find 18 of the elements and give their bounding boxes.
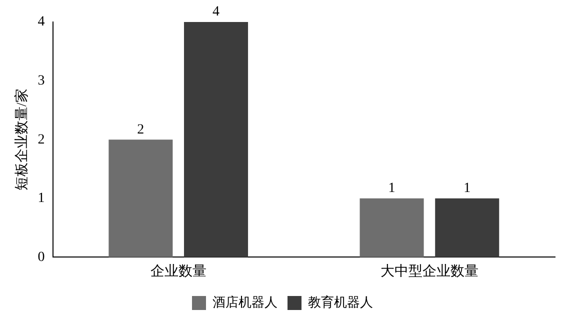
x-tick-label: 大中型企业数量: [380, 263, 478, 280]
legend-label: 教育机器人: [308, 294, 373, 310]
x-tick-label: 企业数量: [150, 263, 206, 280]
bar: [360, 198, 424, 258]
bar: [184, 22, 248, 258]
data-label: 2: [137, 122, 144, 138]
y-tick-label: 2: [38, 132, 45, 148]
y-tick-label: 3: [38, 73, 45, 88]
data-label: 4: [212, 4, 220, 20]
y-tick-label: 1: [38, 191, 45, 206]
y-tick-label: 4: [38, 14, 45, 30]
data-label: 1: [388, 181, 396, 196]
bar: [108, 140, 173, 258]
y-axis-title: 短板企业数量/家: [14, 88, 30, 191]
legend-label: 酒店机器人: [212, 294, 278, 310]
data-label: 1: [464, 181, 471, 196]
bar: [435, 198, 500, 258]
y-tick-label: 0: [38, 250, 45, 265]
